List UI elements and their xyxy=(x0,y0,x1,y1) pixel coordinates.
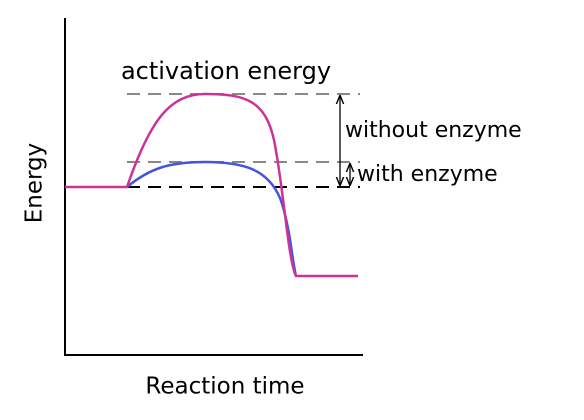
curve-without-enzyme xyxy=(65,92,358,278)
x-axis-label: Reaction time xyxy=(145,374,304,400)
with-label: with enzyme xyxy=(357,162,498,187)
y-axis-label: Energy xyxy=(22,143,48,224)
curve-with-enzyme xyxy=(126,160,298,277)
activation-label: activation energy xyxy=(121,57,331,85)
without-label: without enzyme xyxy=(345,118,522,143)
